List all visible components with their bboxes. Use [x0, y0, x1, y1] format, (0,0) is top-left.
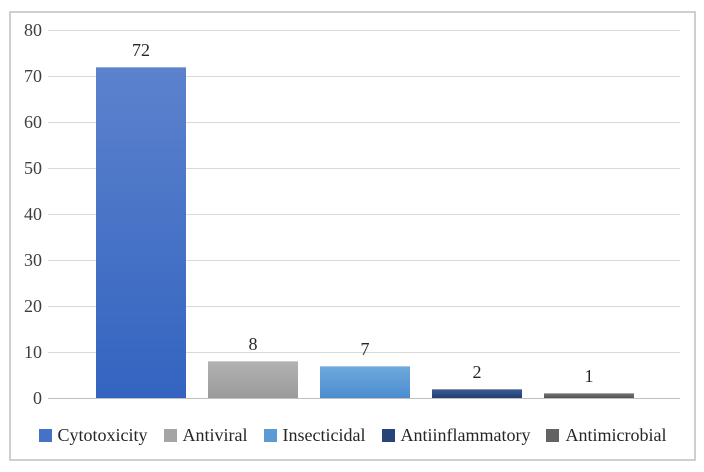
legend-swatch-icon: [38, 428, 52, 442]
legend-swatch-icon: [381, 428, 395, 442]
gridline: [48, 352, 680, 353]
legend-label: Antiinflammatory: [400, 425, 531, 445]
bar-antiinflammatory: [432, 389, 522, 398]
legend-item-antiviral: Antiviral: [163, 424, 248, 446]
plot-area: 80 70 60 50 40 30 20 10 0 72 8 7 2 1: [24, 20, 680, 408]
legend-swatch-icon: [163, 428, 177, 442]
bar-value-label: 1: [584, 366, 594, 386]
legend-swatch-icon: [263, 428, 277, 442]
y-tick-label: 20: [24, 296, 42, 316]
y-tick-label: 60: [24, 112, 42, 132]
y-tick-label: 40: [24, 204, 42, 224]
legend-item-insecticidal: Insecticidal: [263, 424, 366, 446]
legend-swatch-icon: [546, 428, 560, 442]
legend-item-cytotoxicity: Cytotoxicity: [38, 424, 148, 446]
chart-frame: 80 70 60 50 40 30 20 10 0 72 8 7 2 1 Cytotoxicity Anti…: [9, 11, 696, 461]
legend-item-antiinflammatory: Antiinflammatory: [381, 424, 531, 446]
y-tick-label: 30: [24, 250, 42, 270]
legend-label: Antiviral: [182, 425, 248, 445]
gridline: [48, 122, 680, 123]
y-tick-label: 0: [33, 388, 42, 408]
y-tick-label: 70: [24, 66, 42, 86]
bar-cytotoxicity: [96, 67, 186, 398]
bar-value-label: 7: [360, 339, 370, 359]
legend: Cytotoxicity Antiviral Insecticidal Antiinf…: [11, 424, 694, 446]
x-axis-line: [48, 398, 680, 399]
bar-antimicrobial: [544, 393, 634, 398]
gridline: [48, 168, 680, 169]
y-tick-label: 80: [24, 20, 42, 40]
y-tick-label: 10: [24, 342, 42, 362]
gridline: [48, 30, 680, 31]
legend-label: Insecticidal: [282, 425, 366, 445]
gridline: [48, 306, 680, 307]
gridline: [48, 76, 680, 77]
bar-value-label: 8: [248, 334, 258, 354]
legend-item-antimicrobial: Antimicrobial: [546, 424, 666, 446]
legend-label: Antimicrobial: [565, 425, 667, 445]
bar-value-label: 2: [472, 362, 482, 382]
bar-value-label: 72: [132, 40, 150, 60]
legend-label: Cytotoxicity: [57, 425, 148, 445]
bar-antiviral: [208, 361, 298, 398]
y-tick-label: 50: [24, 158, 42, 178]
gridline: [48, 214, 680, 215]
gridline: [48, 260, 680, 261]
bar-insecticidal: [320, 366, 410, 398]
